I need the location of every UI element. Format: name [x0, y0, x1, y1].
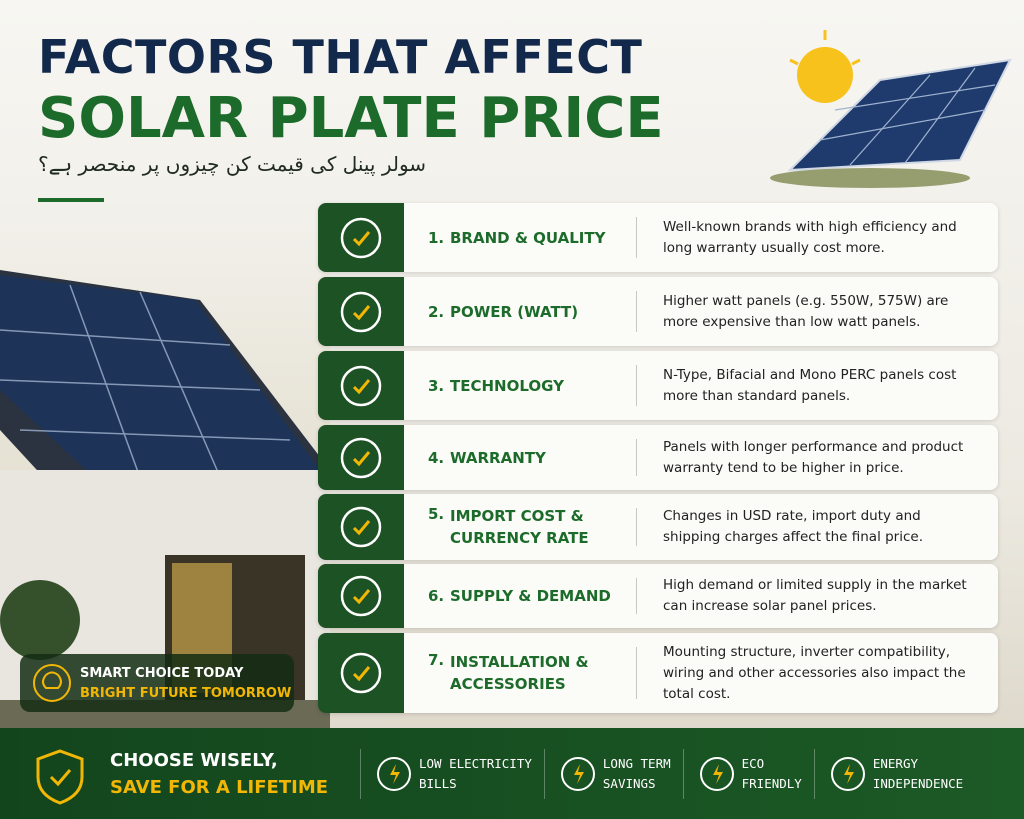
- divider: [636, 439, 637, 476]
- benefit-icon: [560, 756, 595, 791]
- factor-row: 2. POWER (WATT) Higher watt panels (e.g. 5…: [318, 277, 998, 346]
- benefit-icon: [830, 756, 865, 791]
- factor-description: Mounting structure, inverter compatibili…: [663, 643, 966, 702]
- icon-box: [318, 494, 404, 560]
- factor-number: 3.: [428, 376, 445, 395]
- factor-title-line: SUPPLY & DEMAND: [450, 587, 611, 605]
- factor-title: POWER (WATT): [450, 301, 636, 323]
- icon-box: [318, 351, 404, 420]
- benefit-line: LOW ELECTRICITY: [419, 755, 532, 771]
- divider: [636, 217, 637, 258]
- factor-card: 4. WARRANTY Panels with longer performance…: [404, 425, 998, 490]
- benefit-line: INDEPENDENCE: [872, 775, 964, 791]
- factor-description: Higher watt panels (e.g. 550W, 575W) are…: [663, 292, 949, 330]
- divider: [636, 508, 637, 546]
- factor-icon: [340, 291, 382, 332]
- benefit-text: ENERGY INDEPENDENCE: [873, 754, 963, 794]
- factor-number: 4.: [428, 448, 445, 467]
- factor-title-line: BRAND & QUALITY: [450, 228, 606, 247]
- icon-box: [318, 203, 404, 272]
- benefit: ECO FRIENDLY: [682, 748, 814, 799]
- factor-title-line: IMPORT COST &: [450, 507, 584, 525]
- footer: CHOOSE WISELY, SAVE FOR A LIFETIME LOW EL…: [0, 728, 1024, 819]
- factor-title-line: POWER (WATT): [450, 302, 579, 321]
- benefit: ENERGY INDEPENDENCE: [813, 748, 975, 799]
- slogan: SAVE FOR A LIFETIME: [110, 776, 329, 798]
- factor-description: Changes in USD rate, import duty and shi…: [663, 508, 924, 545]
- factor-title: WARRANTY: [450, 447, 636, 469]
- factor-icon: [340, 365, 382, 406]
- divider: [636, 291, 637, 332]
- factor-description: N-Type, Bifacial and Mono PERC panels co…: [663, 366, 957, 404]
- factor-number: 5.: [428, 505, 445, 523]
- factor-title: INSTALLATION & ACCESSORIES: [450, 651, 636, 695]
- factor-icon: [340, 437, 382, 478]
- factor-icon: [340, 575, 382, 617]
- factor-description: Well-known brands with high efficiency a…: [663, 218, 957, 256]
- factor-icon: [340, 652, 382, 694]
- factor-card: 2. POWER (WATT) Higher watt panels (e.g. 5…: [404, 277, 998, 346]
- factor-number: 2.: [428, 302, 445, 321]
- factor-title-line: ACCESSORIES: [450, 675, 566, 693]
- shield-icon: [36, 748, 84, 805]
- divider: [636, 365, 637, 406]
- badge: SMART CHOICE TODAY BRIGHT FUTURE TOMORROW: [20, 654, 294, 712]
- factor-card: 1. BRAND & QUALITY Well-known brands with …: [404, 203, 998, 272]
- benefit-line: FRIENDLY: [741, 775, 802, 791]
- benefit-line: ENERGY: [872, 755, 918, 771]
- title: FACTORS THAT AFFECT: [38, 30, 643, 84]
- factor-icon: [340, 506, 382, 548]
- factor-title-line: INSTALLATION &: [450, 653, 589, 671]
- underline: [38, 198, 104, 202]
- title: SOLAR PLATE PRICE: [38, 86, 664, 151]
- factor-number: 1.: [428, 228, 445, 247]
- factor-row: 1. BRAND & QUALITY Well-known brands with …: [318, 203, 998, 272]
- badge-text: BRIGHT FUTURE TOMORROW: [80, 685, 292, 701]
- benefit-line: BILLS: [419, 775, 457, 791]
- factor-row: 6. SUPPLY & DEMAND High demand or limited …: [318, 564, 998, 628]
- benefit-line: ECO: [741, 755, 765, 771]
- benefit-icon: [699, 756, 734, 791]
- factor-row: 4. WARRANTY Panels with longer performance…: [318, 425, 998, 490]
- icon-box: [318, 564, 404, 628]
- factor-title: BRAND & QUALITY: [450, 227, 636, 249]
- factor-description: Panels with longer performance and produ…: [663, 438, 964, 476]
- badge-text: SMART CHOICE TODAY: [80, 665, 244, 681]
- factor-title-line: WARRANTY: [450, 448, 546, 467]
- benefit-line: LONG TERM: [602, 755, 671, 771]
- benefit-text: ECO FRIENDLY: [742, 754, 802, 794]
- factor-icon: [340, 217, 382, 258]
- icon-box: [318, 425, 404, 490]
- factor-row: 5. IMPORT COST & CURRENCY RATE Changes in U…: [318, 494, 998, 560]
- factor-row: 7. INSTALLATION & ACCESSORIES Mounting stru…: [318, 633, 998, 713]
- bulb-icon: [33, 664, 71, 702]
- icon-box: [318, 277, 404, 346]
- benefit-line: SAVINGS: [602, 775, 656, 791]
- factor-title-line: CURRENCY RATE: [450, 529, 589, 547]
- benefit-icon: [377, 756, 411, 791]
- benefit-text: LONG TERM SAVINGS: [603, 754, 671, 794]
- divider: [636, 578, 637, 614]
- subtitle: سولر پینل کی قیمت کن چیزوں پر منحصر ہے؟: [38, 152, 427, 176]
- divider: [636, 647, 637, 699]
- icon-box: [318, 633, 404, 713]
- benefit-text: LOW ELECTRICITY BILLS: [419, 754, 532, 794]
- factor-title: SUPPLY & DEMAND: [450, 585, 636, 607]
- factor-title: IMPORT COST & CURRENCY RATE: [450, 505, 636, 549]
- benefit: LONG TERM SAVINGS: [543, 748, 683, 799]
- benefit: LOW ELECTRICITY BILLS: [360, 748, 544, 799]
- factor-row: 3. TECHNOLOGY N-Type, Bifacial and Mono PE…: [318, 351, 998, 420]
- factor-number: 7.: [428, 651, 445, 669]
- factor-title-line: TECHNOLOGY: [450, 376, 564, 395]
- benefits: LOW ELECTRICITY BILLS LONG TERM SAVINGS ECO F…: [360, 748, 975, 799]
- factor-description: High demand or limited supply in the mar…: [663, 577, 967, 614]
- factor-card: 7. INSTALLATION & ACCESSORIES Mounting stru…: [404, 633, 998, 713]
- factor-number: 6.: [428, 587, 445, 605]
- factor-title: TECHNOLOGY: [450, 375, 636, 397]
- factor-card: 5. IMPORT COST & CURRENCY RATE Changes in U…: [404, 494, 998, 560]
- factor-card: 6. SUPPLY & DEMAND High demand or limited …: [404, 564, 998, 628]
- slogan: CHOOSE WISELY,: [110, 749, 278, 771]
- factor-card: 3. TECHNOLOGY N-Type, Bifacial and Mono PE…: [404, 351, 998, 420]
